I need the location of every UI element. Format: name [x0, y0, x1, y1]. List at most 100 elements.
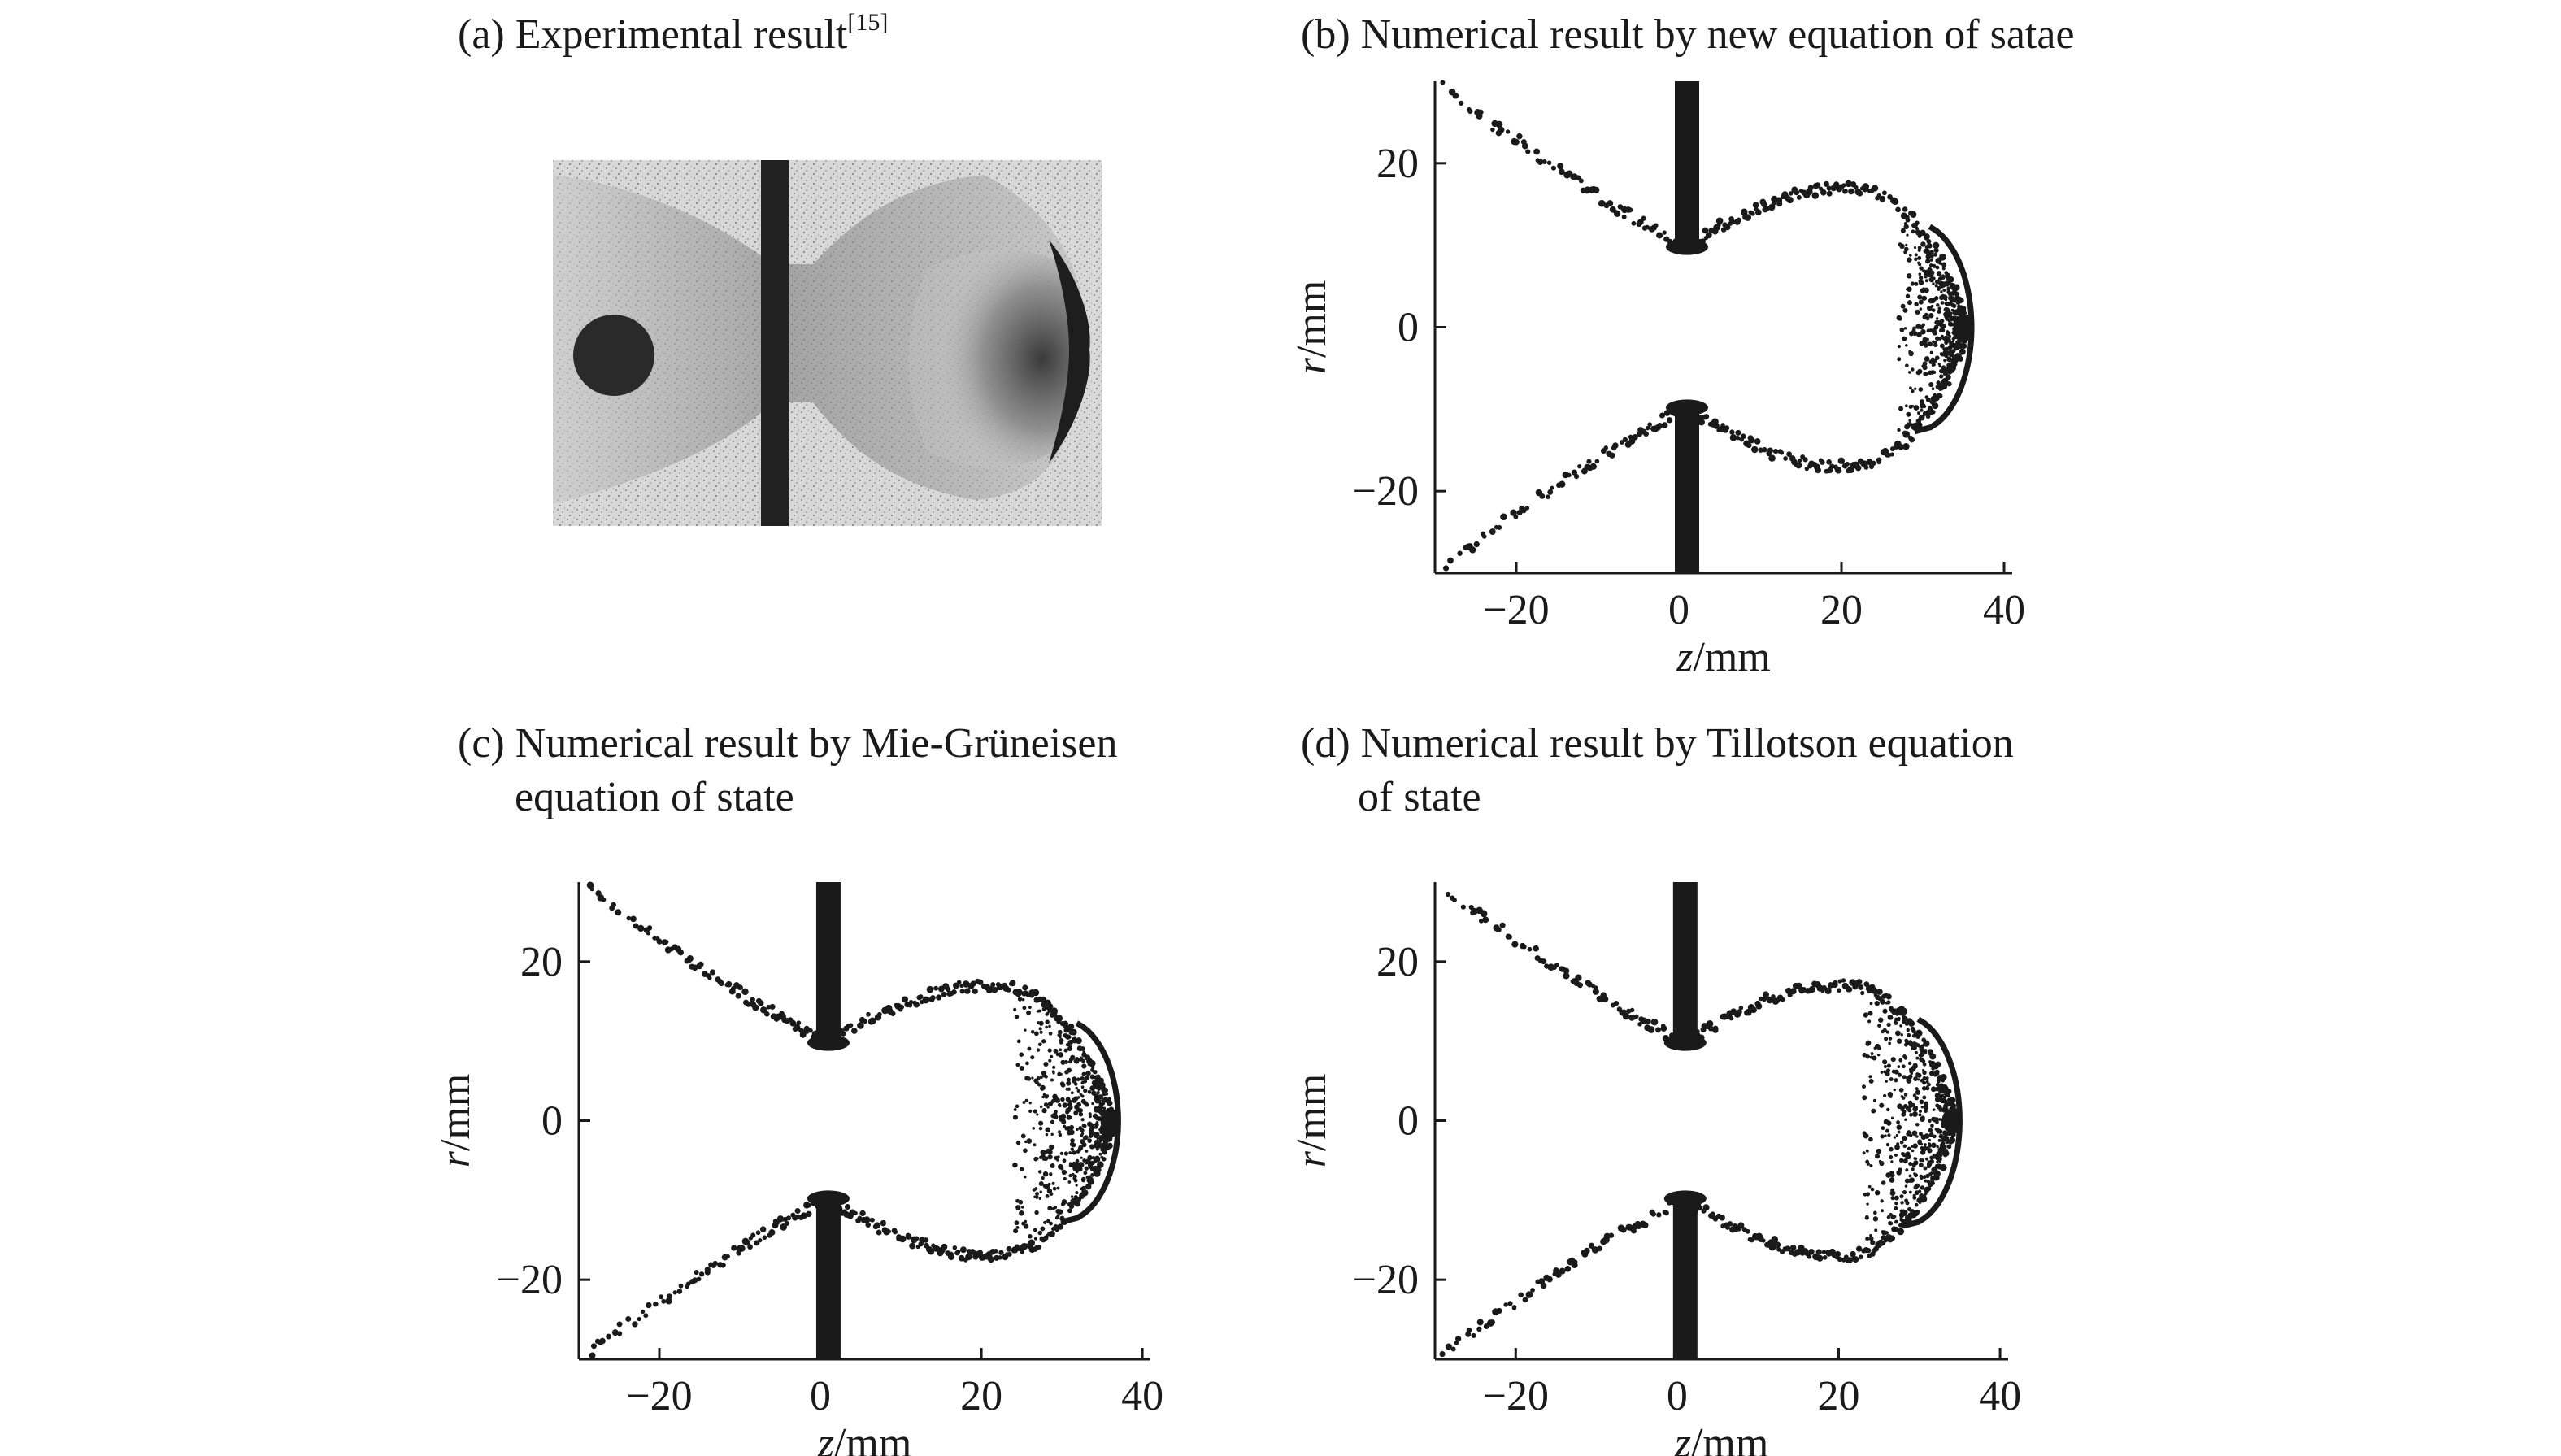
debris-particle	[1934, 1128, 1937, 1131]
debris-particle	[1874, 1000, 1880, 1006]
debris-particle	[637, 924, 645, 932]
debris-particle	[750, 1232, 756, 1238]
debris-particle	[656, 938, 663, 945]
debris-particle	[1938, 383, 1943, 388]
debris-particle	[1915, 1087, 1919, 1091]
debris-particle	[1614, 210, 1621, 217]
debris-particle	[1779, 450, 1785, 455]
debris-particle	[1926, 1179, 1930, 1184]
debris-particle	[1530, 1288, 1535, 1293]
debris-particle	[1746, 442, 1752, 449]
debris-particle	[1034, 1210, 1039, 1215]
debris-particle	[880, 1219, 887, 1227]
debris-particle	[1868, 1236, 1874, 1241]
debris-particle	[1016, 1039, 1021, 1044]
debris-particle	[1056, 1186, 1060, 1190]
debris-particle	[1909, 437, 1915, 443]
debris-particle	[1865, 1040, 1872, 1046]
debris-particle	[859, 1210, 866, 1217]
debris-particle	[1953, 297, 1958, 302]
debris-particle	[1931, 363, 1935, 367]
debris-particle	[1889, 1177, 1895, 1183]
debris-particle	[1898, 1087, 1904, 1093]
debris-particle	[1919, 341, 1924, 346]
debris-particle	[1564, 1266, 1572, 1272]
debris-particle	[1467, 108, 1473, 115]
debris-particle	[1608, 1232, 1615, 1238]
debris-particle	[1776, 201, 1783, 207]
debris-particle	[1051, 1181, 1055, 1185]
debris-particle	[1938, 337, 1942, 341]
debris-particle	[1938, 1133, 1944, 1139]
debris-particle	[1036, 1113, 1039, 1116]
debris-particle	[1911, 1167, 1915, 1171]
debris-particle	[1041, 1007, 1046, 1011]
debris-particle	[1941, 334, 1944, 338]
debris-particle	[1917, 1189, 1922, 1193]
debris-particle	[754, 1240, 760, 1246]
debris-particle	[1920, 1142, 1924, 1146]
debris-particle	[1907, 1206, 1912, 1212]
debris-particle	[1476, 1319, 1484, 1326]
debris-particle	[1924, 236, 1929, 241]
debris-particle	[1645, 425, 1650, 431]
debris-particle	[1750, 1006, 1757, 1014]
debris-particle	[1902, 206, 1908, 212]
debris-particle	[850, 1028, 858, 1034]
debris-particle	[1026, 1138, 1033, 1144]
debris-particle	[1036, 1048, 1041, 1052]
debris-particle	[1914, 387, 1917, 390]
debris-particle	[1056, 1019, 1061, 1025]
debris-particle	[1550, 165, 1556, 171]
debris-particle	[1890, 1057, 1896, 1063]
debris-particle	[1863, 1012, 1869, 1018]
debris-particle	[1910, 1045, 1916, 1051]
debris-particle	[1038, 1126, 1043, 1131]
debris-particle	[725, 1254, 730, 1259]
debris-particle	[1935, 258, 1941, 263]
debris-particle	[1045, 1004, 1050, 1010]
debris-particle	[1086, 1121, 1093, 1127]
debris-particle	[1923, 1166, 1928, 1171]
debris-particle	[1745, 1228, 1750, 1234]
debris-particle	[1883, 1008, 1888, 1013]
debris-particle	[1038, 1027, 1042, 1031]
debris-particle	[1082, 1050, 1085, 1054]
debris-particle	[1700, 238, 1706, 245]
debris-particle	[1949, 291, 1954, 296]
debris-particle	[1047, 1048, 1052, 1053]
debris-particle	[718, 980, 724, 987]
debris-particle	[1080, 1085, 1085, 1089]
debris-particle	[1771, 994, 1776, 999]
debris-particle	[696, 1276, 702, 1282]
debris-particle	[1913, 1172, 1919, 1178]
debris-particle	[1915, 1209, 1920, 1215]
debris-particle	[589, 886, 594, 892]
debris-particle	[1089, 1126, 1095, 1131]
debris-particle	[1963, 310, 1967, 313]
debris-particle	[1902, 336, 1907, 341]
debris-particle	[1050, 1119, 1054, 1124]
debris-particle	[1936, 271, 1942, 276]
debris-particle	[1676, 238, 1681, 244]
x-tick-label: 0	[1668, 587, 1689, 633]
debris-particle	[1094, 1076, 1098, 1080]
debris-particle	[1447, 557, 1454, 564]
debris-particle	[1647, 422, 1653, 427]
debris-particle	[1495, 927, 1502, 933]
debris-particle	[720, 1262, 726, 1268]
debris-particle	[1685, 1196, 1693, 1203]
debris-particle	[1888, 1037, 1893, 1041]
debris-particle	[1927, 1049, 1933, 1055]
debris-particle	[637, 1316, 641, 1322]
debris-particle	[646, 1302, 652, 1309]
y-axis-label: r/mm	[433, 1074, 479, 1168]
debris-particle	[1886, 1022, 1891, 1028]
front-core	[1941, 1109, 1959, 1132]
debris-particle	[1507, 1301, 1513, 1306]
debris-particle	[1737, 1009, 1742, 1015]
debris-particle	[1650, 1018, 1659, 1026]
debris-particle	[1901, 1064, 1906, 1069]
debris-particle	[1075, 1191, 1079, 1195]
debris-particle	[1080, 1094, 1085, 1098]
